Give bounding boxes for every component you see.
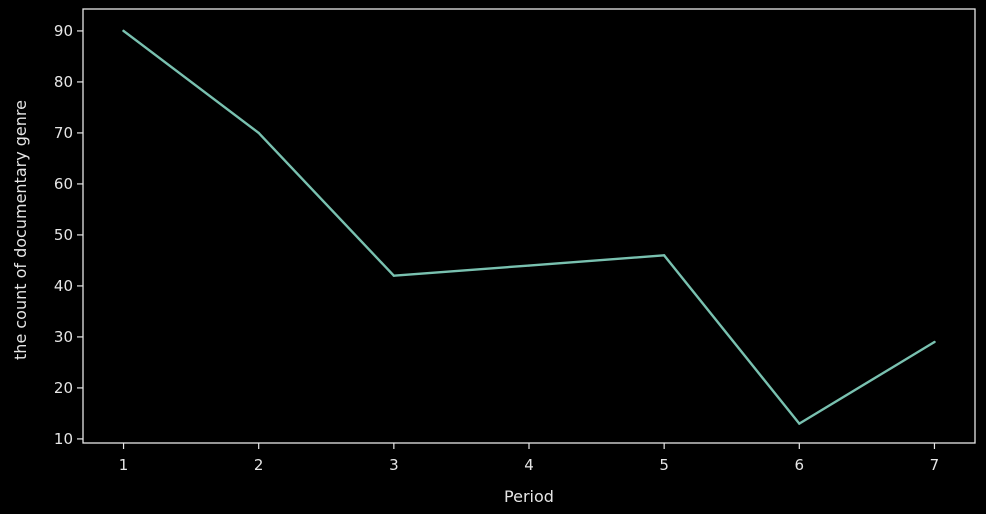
x-axis-title: Period <box>504 487 554 506</box>
x-tick-label: 6 <box>795 456 805 474</box>
x-tick-label: 3 <box>389 456 399 474</box>
x-tick-label: 5 <box>659 456 669 474</box>
x-tick-label: 4 <box>524 456 534 474</box>
y-axis-title: the count of documentary genre <box>11 100 30 360</box>
data-point <box>933 340 936 344</box>
y-tick-label: 30 <box>54 328 73 346</box>
y-tick-label: 80 <box>54 73 73 91</box>
y-tick-label: 90 <box>54 22 73 40</box>
y-tick-label: 40 <box>54 277 73 295</box>
data-point <box>122 29 125 33</box>
y-tick-label: 70 <box>54 124 73 142</box>
data-point <box>257 131 260 135</box>
x-tick-label: 7 <box>930 456 940 474</box>
data-point <box>527 264 531 267</box>
series-layer <box>122 29 936 425</box>
x-tick-label: 1 <box>119 456 129 474</box>
y-axis: 10 20 30 40 50 60 70 80 90 <box>54 22 83 448</box>
y-tick-label: 10 <box>54 430 73 448</box>
data-point <box>392 274 396 277</box>
x-tick-label: 2 <box>254 456 264 474</box>
y-tick-label: 20 <box>54 379 73 397</box>
data-point <box>662 254 666 257</box>
y-tick-label: 60 <box>54 175 73 193</box>
y-tick-label: 50 <box>54 226 73 244</box>
data-point <box>798 422 801 425</box>
x-axis: 1 2 3 4 5 6 7 <box>119 443 939 474</box>
